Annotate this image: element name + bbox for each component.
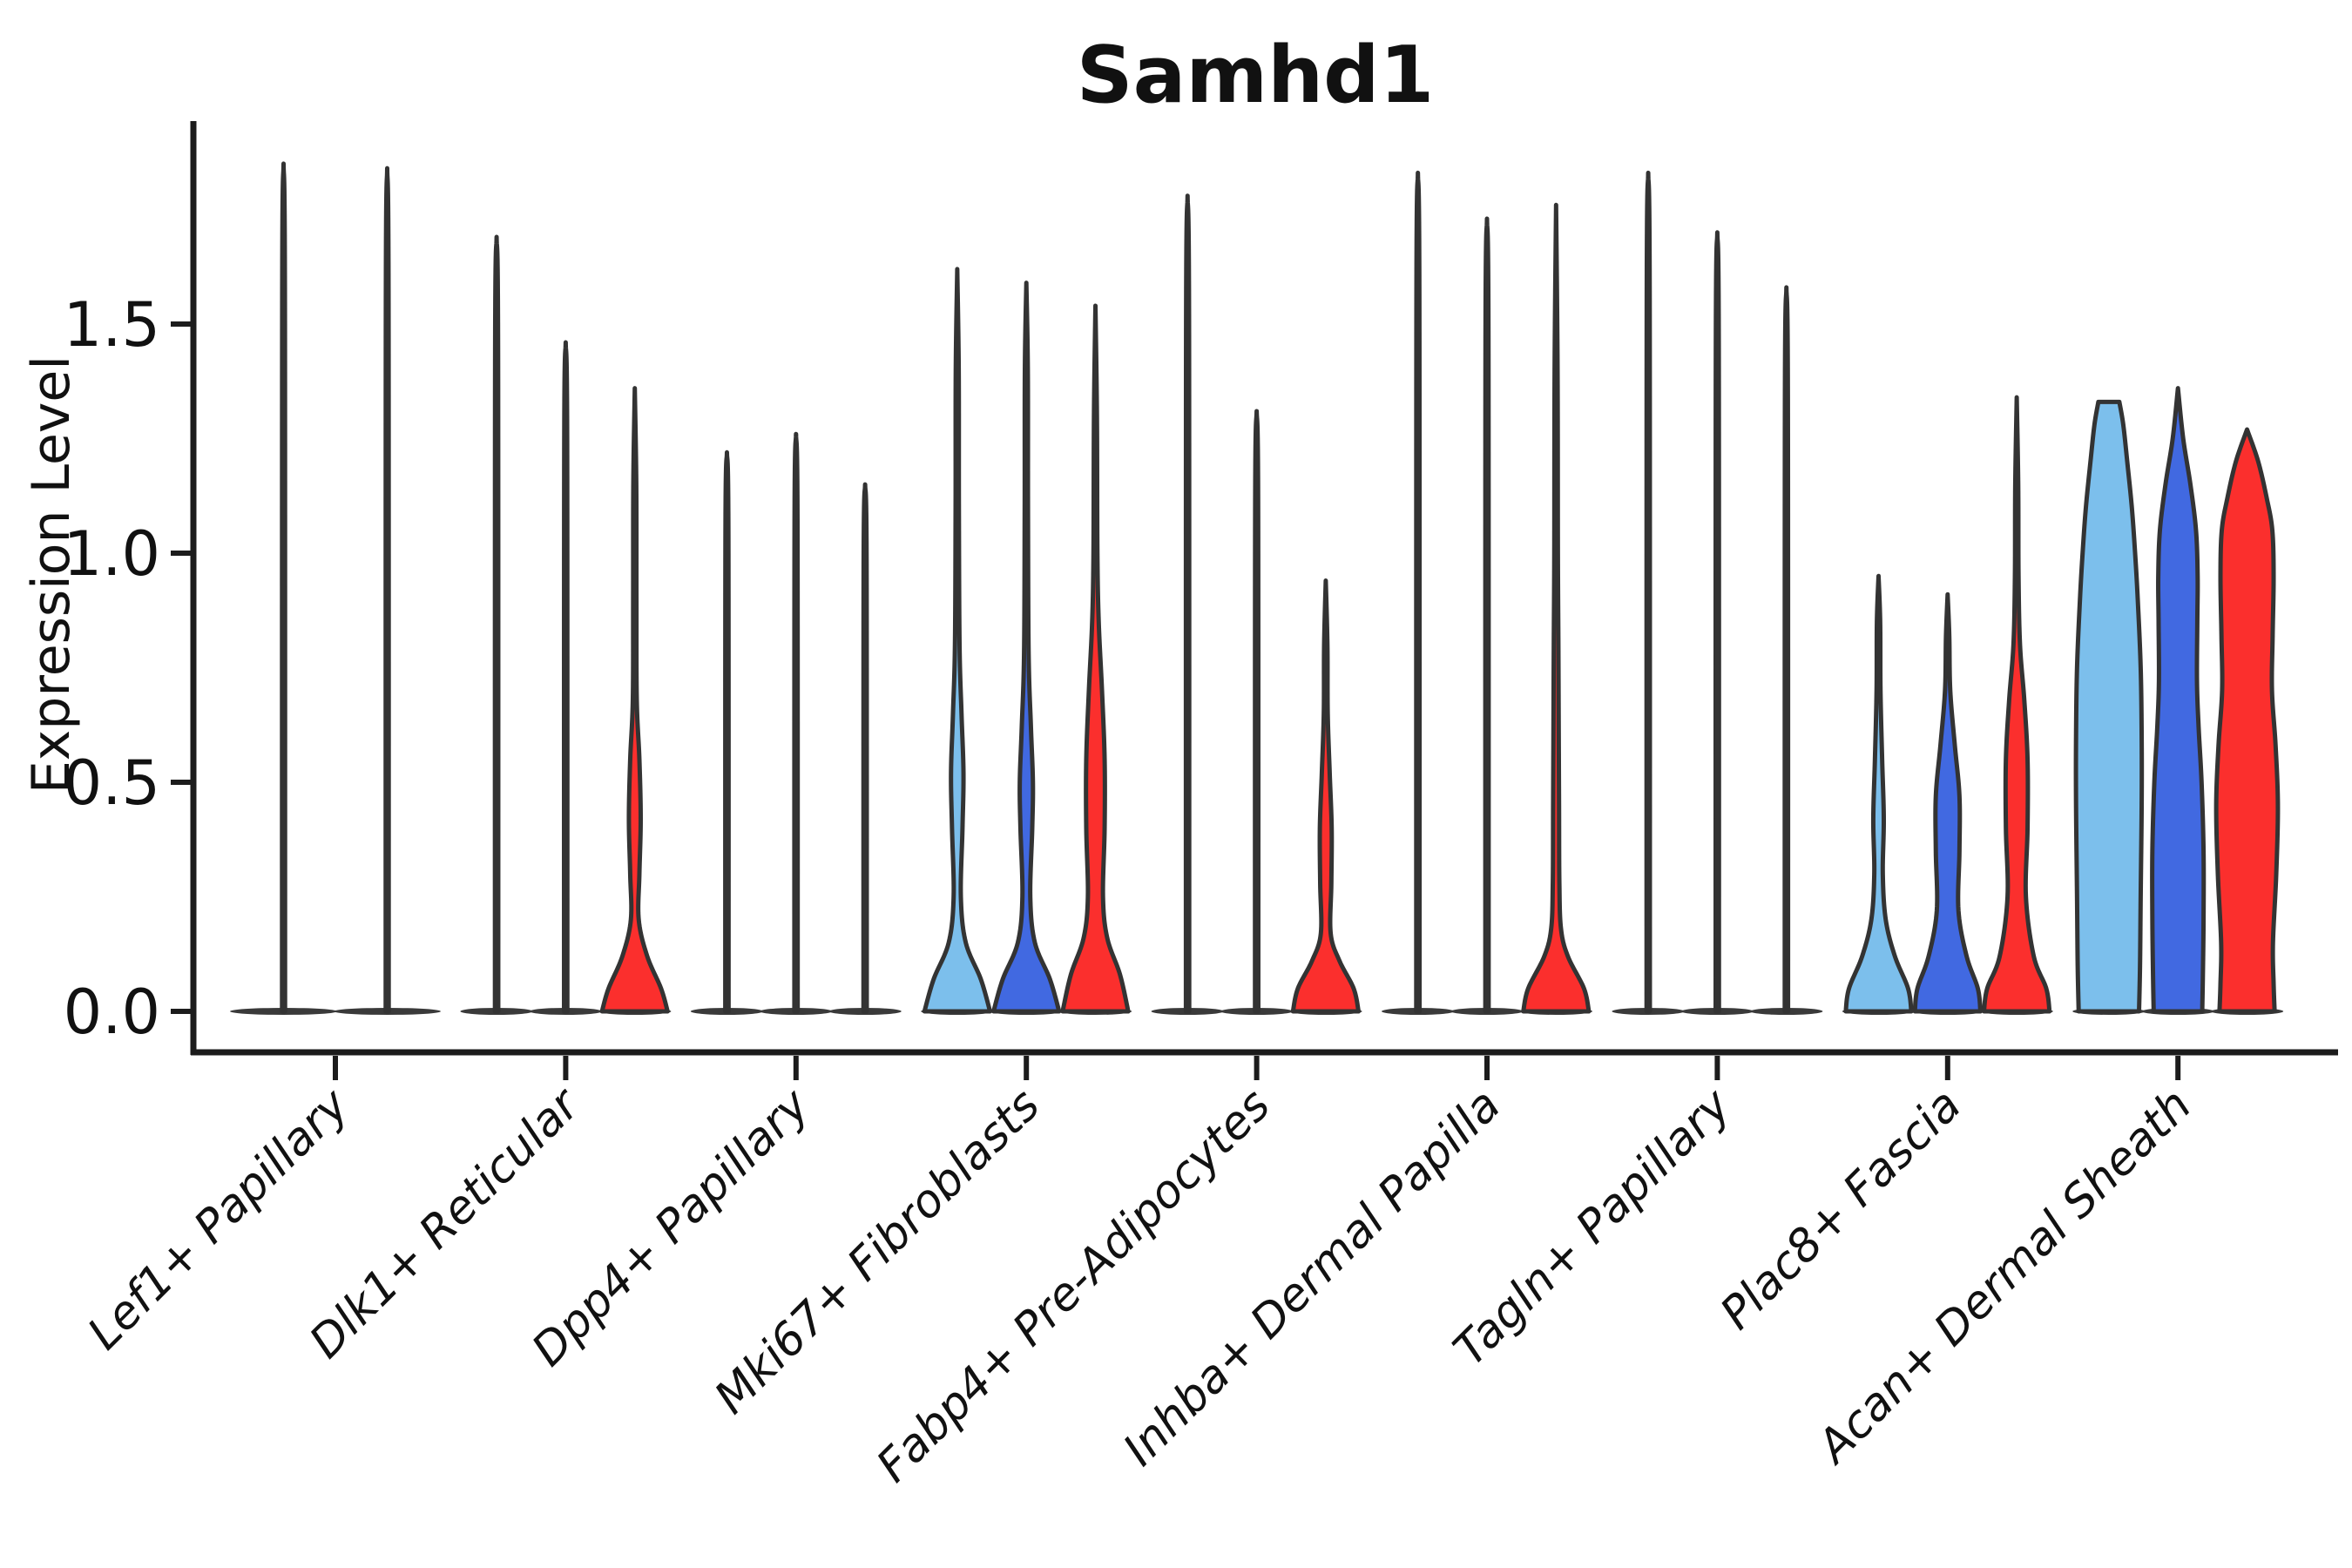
violin-group1-series1 <box>280 161 287 1014</box>
violin-group4-series1 <box>922 267 993 1014</box>
violin-group9-series3 <box>2213 427 2281 1014</box>
violin-group2-series2 <box>562 340 570 1014</box>
violin-group2-series3 <box>599 386 670 1014</box>
y-axis-title: Expression Level <box>21 355 82 794</box>
y-tick-label: 1.5 <box>64 289 160 361</box>
x-axis-label-9: Acan+ Dermal Sheath <box>1806 1079 2201 1475</box>
violin-group6-series3 <box>1521 202 1592 1014</box>
y-tick-label: 1.0 <box>64 518 160 590</box>
violin-group7-series1 <box>1644 170 1652 1014</box>
violin-group8-series3 <box>1981 395 2052 1014</box>
violin-group6-series1 <box>1414 170 1423 1014</box>
violin-group1-series2 <box>383 166 391 1014</box>
violin-group9-series1 <box>2073 399 2145 1014</box>
violin-group3-series1 <box>723 449 731 1014</box>
x-axis-label-5: Fabp4+ Pre-Adipocytes <box>867 1079 1281 1493</box>
violin-group6-series2 <box>1483 216 1491 1014</box>
violin-group7-series3 <box>1782 285 1791 1014</box>
violin-group9-series2 <box>2150 386 2207 1014</box>
x-axis-label-6: Inhba+ Dermal Papilla <box>1113 1079 1511 1477</box>
violin-group8-series2 <box>1912 591 1983 1014</box>
violin-group3-series3 <box>861 482 869 1014</box>
y-tick-label: 0.5 <box>64 747 160 819</box>
violin-group2-series1 <box>492 234 501 1014</box>
violin-group5-series3 <box>1290 578 1362 1014</box>
violin-group5-series1 <box>1183 193 1192 1014</box>
y-tick-label: 0.0 <box>64 977 160 1048</box>
x-axis-label-8: Plac8+ Fascia <box>1711 1079 1971 1340</box>
chart-title: Samhd1 <box>1076 30 1435 121</box>
violin-group4-series2 <box>991 280 1062 1014</box>
violin-group3-series2 <box>792 431 801 1014</box>
violin-group7-series2 <box>1713 230 1721 1014</box>
violin-group8-series1 <box>1843 573 1914 1014</box>
violin-group5-series2 <box>1253 409 1260 1014</box>
violin-group4-series3 <box>1060 303 1131 1014</box>
